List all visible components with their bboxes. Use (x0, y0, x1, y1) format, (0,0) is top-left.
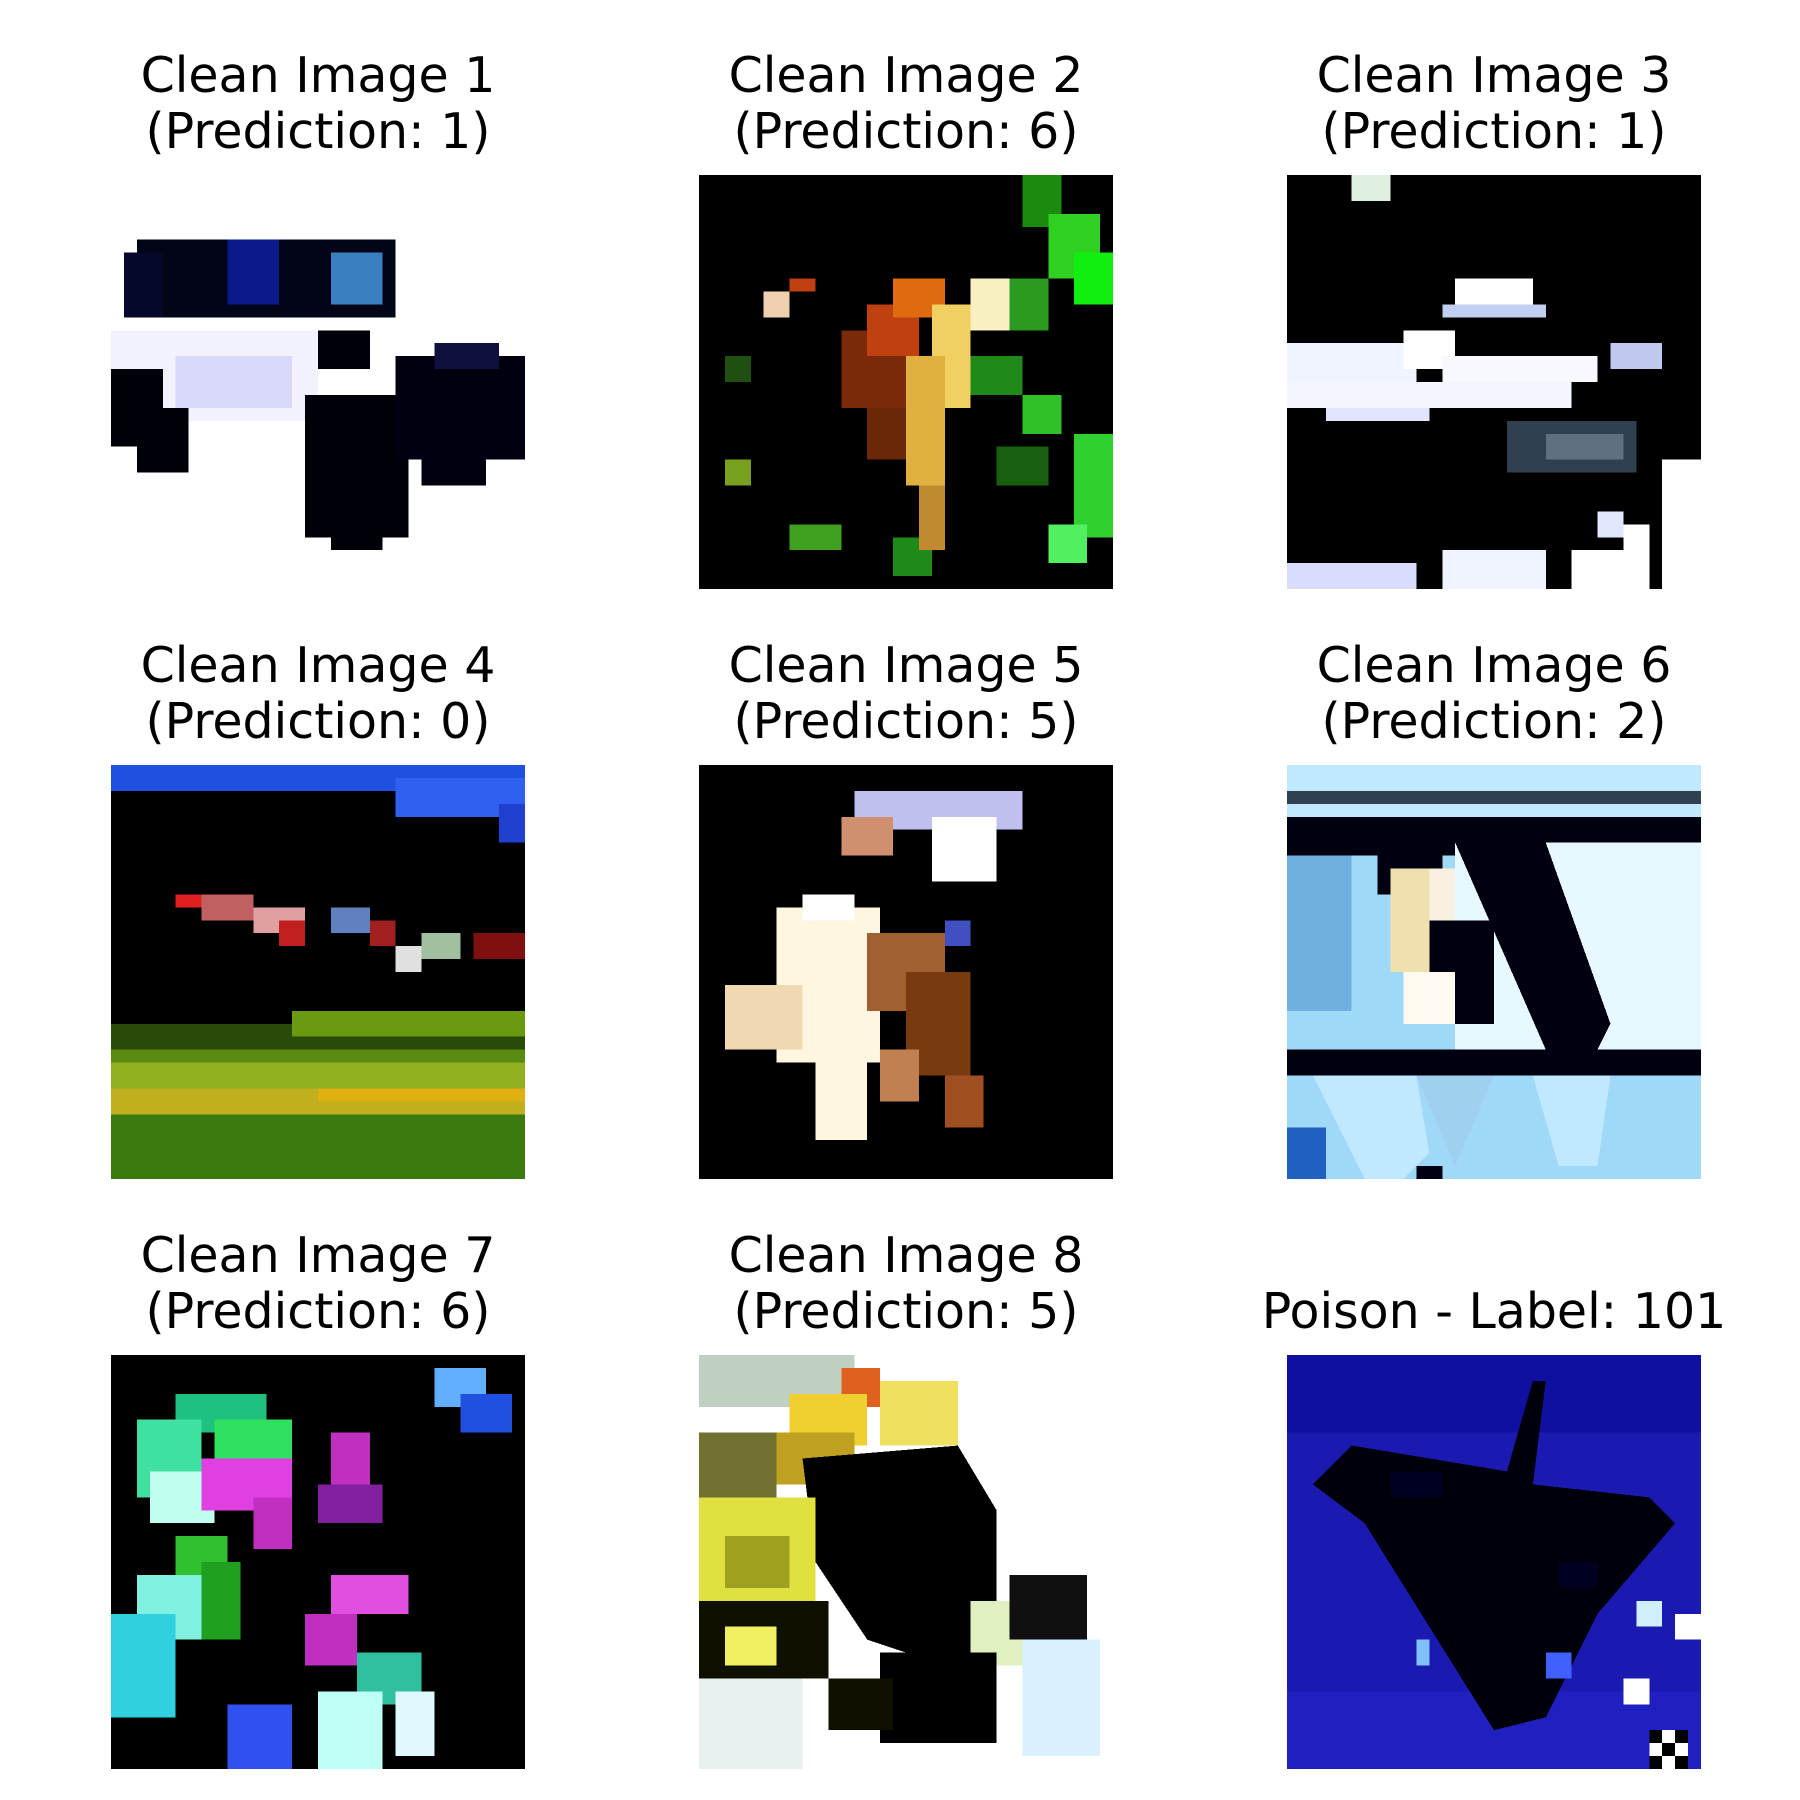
image-field (111, 765, 525, 1179)
panel-title-line2: (Prediction: 5) (733, 693, 1079, 750)
panel-title-line1: Clean Image 7 (140, 1227, 496, 1284)
panel-title-line1: Clean Image 3 (1316, 47, 1672, 104)
panel-title-line2: (Prediction: 6) (733, 103, 1079, 160)
panel-title-line1: Clean Image 6 (1316, 637, 1672, 694)
image-frog (699, 175, 1113, 589)
panel-title-line2: Poison - Label: 101 (1261, 1283, 1727, 1340)
panel-title-line1: Clean Image 5 (728, 637, 1084, 694)
panel-title-line2: (Prediction: 2) (1321, 693, 1667, 750)
image-flower-yellow (699, 1355, 1113, 1769)
image-dog (699, 765, 1113, 1179)
panel-title-line2: (Prediction: 1) (145, 103, 491, 160)
panel-title-line1: Clean Image 2 (728, 47, 1084, 104)
panel-title-line2: (Prediction: 6) (145, 1283, 491, 1340)
image-bird (1287, 765, 1701, 1179)
panel-title-line2: (Prediction: 1) (1321, 103, 1667, 160)
panel-title-line2: (Prediction: 5) (733, 1283, 1079, 1340)
panel-title-line2: (Prediction: 0) (145, 693, 491, 750)
image-plane-blue (1287, 1355, 1701, 1769)
panel-title-line1: Clean Image 1 (140, 47, 496, 104)
panel-title-line1: Clean Image 4 (140, 637, 496, 694)
panel-title-line1: Clean Image 8 (728, 1227, 1084, 1284)
image-flower-green (111, 1355, 525, 1769)
image-car (111, 175, 525, 589)
image-car-night (1287, 175, 1701, 589)
